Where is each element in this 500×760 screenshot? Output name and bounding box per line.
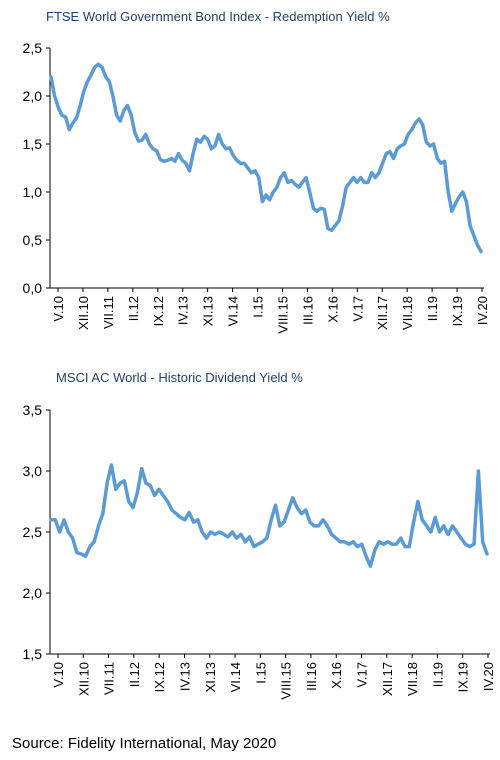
x-tick-label: II.19 [425,296,440,321]
y-tick-label: 0,5 [23,232,43,248]
series-line [49,463,489,568]
x-tick-label: I.15 [253,662,268,684]
x-tick-label: XI.13 [203,662,218,692]
x-tick-label: III.16 [304,662,319,691]
y-tick-label: 2,0 [23,88,43,104]
x-tick-label: II.12 [126,296,141,321]
x-tick-label: VII.11 [101,296,116,329]
y-tick-label: 0,0 [23,280,43,296]
y-tick-label: 2,0 [23,585,43,601]
series-line [49,62,483,254]
x-tick-label: V.10 [51,296,66,322]
x-tick-label: V.17 [355,662,370,688]
y-tick-label: 1,5 [23,646,43,662]
source-note: Source: Fidelity International, May 2020 [12,735,277,752]
x-tick-label: VIII.15 [279,662,294,700]
x-tick-label: VI.14 [226,296,241,326]
x-tick-label: V.10 [51,662,66,688]
x-tick-label: IX.19 [456,662,471,692]
x-tick-label: VII.11 [102,662,117,695]
y-tick-label: 1,0 [23,184,43,200]
chart-1-title: FTSE World Government Bond Index - Redem… [46,9,390,24]
x-tick-label: XII.17 [375,296,390,330]
y-tick-label: 3,0 [23,463,43,479]
x-tick-label: V.17 [350,296,365,322]
x-tick-label: VIII.15 [275,296,290,334]
y-tick-label: 1,5 [23,136,43,152]
x-tick-label: IV.13 [177,662,192,691]
x-tick-label: X.16 [325,296,340,323]
x-tick-label: VI.14 [228,662,243,692]
x-tick-label: X.16 [329,662,344,689]
x-tick-label: VII.18 [400,296,415,330]
x-tick-label: IX.19 [450,296,465,326]
chart-2-title: MSCI AC World - Historic Dividend Yield … [56,370,303,385]
x-tick-label: IV.13 [176,296,191,325]
bond-yield-chart: 0,0 0,5 1,0 1,5 2,0 2,5 V.10 XII.10 VII.11 II.12 I… [23,40,490,334]
y-tick-label: 2,5 [23,524,43,540]
x-tick-label: XII.17 [380,662,395,696]
x-tick-label: VII.18 [405,662,420,696]
x-tick-label: XII.10 [76,296,91,330]
x-tick-label: IX.12 [152,662,167,692]
x-tick-label: XI.13 [201,296,216,326]
x-tick-label: II.19 [430,662,445,687]
y-tick-label: 3,5 [23,402,43,418]
y-tick-label: 2,5 [23,40,43,56]
x-tick-label: XII.10 [76,662,91,696]
x-tick-label: IX.12 [151,296,166,326]
x-tick-label: IV.20 [481,662,496,691]
x-tick-label: I.15 [251,296,266,318]
x-tick-label: IV.20 [475,296,490,325]
x-tick-label: III.16 [300,296,315,325]
x-tick-label: II.12 [127,662,142,687]
